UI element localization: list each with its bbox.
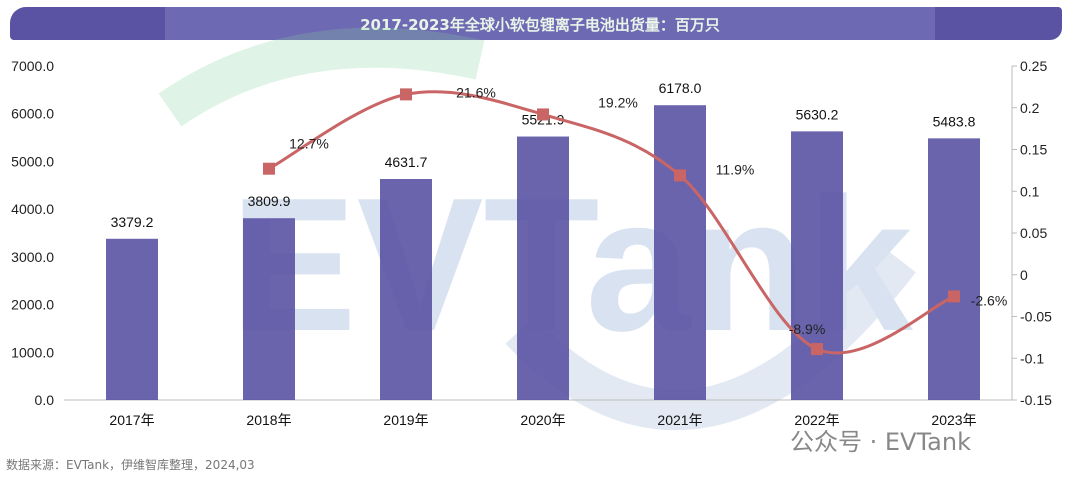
right-tick-label: 0	[1020, 267, 1028, 283]
bar-label: 3379.2	[111, 214, 154, 230]
bar-label: 3809.9	[248, 193, 291, 209]
right-tick-label: 0.05	[1020, 225, 1047, 241]
title-banner	[10, 7, 1062, 40]
growth-marker	[948, 290, 960, 303]
x-tick-label: 2023年	[931, 412, 976, 428]
right-tick-label: 0.2	[1020, 100, 1040, 116]
growth-label: 11.9%	[716, 161, 755, 177]
growth-label: 19.2%	[598, 94, 638, 110]
right-tick-label: 0.1	[1020, 183, 1040, 199]
right-tick-label: 0.25	[1020, 58, 1047, 74]
growth-marker	[811, 343, 823, 356]
left-tick-label: 1000.0	[11, 344, 54, 360]
x-tick-label: 2017年	[109, 412, 154, 428]
left-tick-label: 3000.0	[11, 249, 54, 265]
bar-label: 5483.8	[933, 113, 976, 129]
left-tick-label: 6000.0	[11, 106, 54, 122]
bar-label: 6178.0	[659, 80, 702, 96]
left-tick-label: 5000.0	[11, 153, 54, 169]
x-tick-label: 2022年	[794, 412, 839, 428]
growth-line	[268, 90, 955, 355]
wechat-watermark: 公众号 · EVTank	[790, 428, 971, 456]
growth-marker	[400, 88, 412, 101]
bar	[928, 138, 980, 400]
bar-label: 5630.2	[796, 106, 839, 122]
left-tick-label: 0.0	[35, 392, 55, 408]
right-tick-label: -0.05	[1020, 309, 1052, 325]
x-tick-label: 2019年	[383, 412, 428, 428]
right-tick-label: -0.1	[1020, 350, 1044, 366]
x-tick-label: 2021年	[657, 412, 702, 428]
left-tick-label: 4000.0	[11, 201, 54, 217]
bar	[243, 218, 295, 400]
bar	[106, 238, 158, 400]
source-note: 数据来源：EVTank，伊维智库整理，2024,03	[6, 458, 255, 472]
bar	[380, 179, 432, 400]
growth-label: 21.6%	[456, 84, 496, 100]
bar	[517, 136, 569, 400]
bar-label: 4631.7	[385, 154, 428, 170]
left-tick-label: 7000.0	[11, 58, 54, 74]
growth-marker	[674, 169, 686, 182]
bar	[791, 131, 843, 401]
growth-marker	[263, 162, 275, 175]
right-tick-label: 0.15	[1020, 142, 1047, 158]
bar	[654, 105, 706, 401]
x-tick-label: 2020年	[520, 412, 565, 428]
chart-title: 2017-2023年全球小软包锂离子电池出货量：百万只	[360, 16, 720, 34]
growth-label: -2.6%	[971, 292, 1008, 308]
growth-label: 12.7%	[289, 136, 329, 152]
growth-label: -8.9%	[789, 321, 826, 337]
x-tick-label: 2018年	[246, 412, 291, 428]
left-tick-label: 2000.0	[11, 297, 54, 313]
right-tick-label: -0.15	[1020, 392, 1052, 408]
growth-marker	[537, 108, 549, 121]
